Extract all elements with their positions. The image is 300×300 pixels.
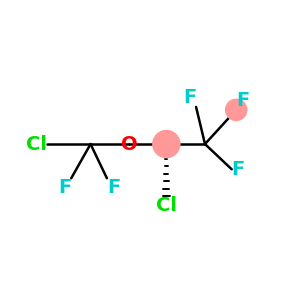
Text: Cl: Cl [156,196,177,215]
Circle shape [152,130,181,158]
Text: F: F [58,178,71,197]
Text: F: F [183,88,196,107]
Text: F: F [107,178,120,197]
Text: F: F [232,160,245,179]
Text: O: O [121,135,137,154]
Text: F: F [236,91,249,110]
Text: Cl: Cl [26,135,47,154]
Circle shape [225,99,248,121]
